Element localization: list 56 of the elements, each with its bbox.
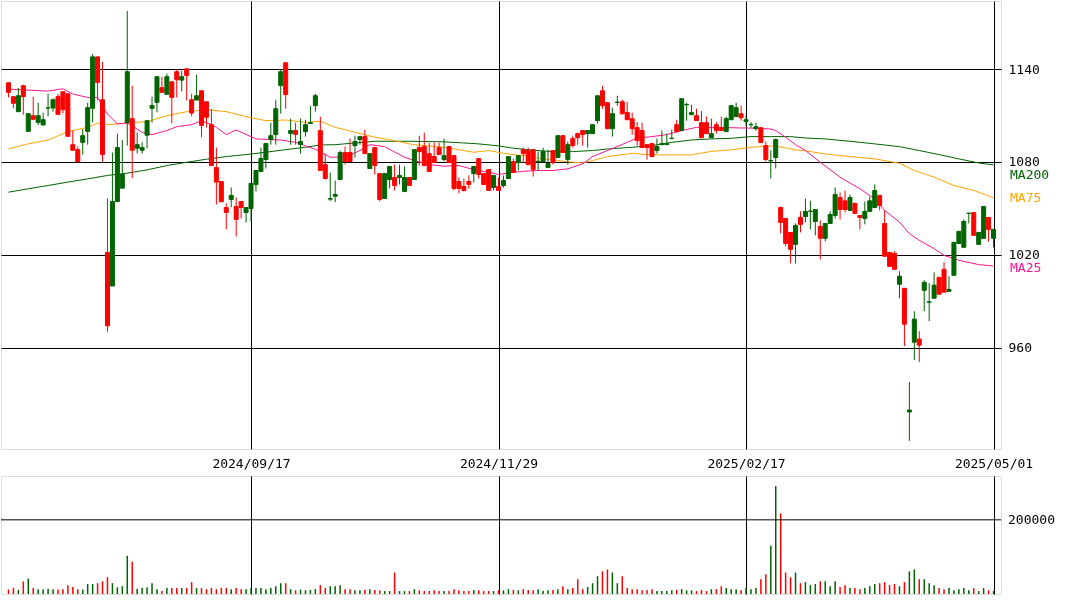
series-label: MA200 <box>1010 167 1050 182</box>
series-label: MA75 <box>1010 189 1042 205</box>
candlestick <box>15 87 21 113</box>
candlestick <box>768 150 774 180</box>
candlestick <box>194 74 200 101</box>
candlestick <box>971 211 977 236</box>
candlestick <box>738 105 744 122</box>
candlestick <box>401 165 407 193</box>
candlestick <box>20 84 26 116</box>
y-tick-label: 1140 <box>1008 61 1040 77</box>
candlestick <box>223 202 229 230</box>
candlestick <box>916 330 922 363</box>
y-tick-label: 960 <box>1008 340 1032 356</box>
candlestick <box>505 156 511 180</box>
candlestick <box>555 135 561 159</box>
candlestick <box>189 93 195 117</box>
candlestick <box>174 68 180 98</box>
candlestick <box>609 107 615 138</box>
candlestick <box>946 275 952 292</box>
candlestick <box>30 96 36 120</box>
candlestick <box>179 70 185 92</box>
y-tick-label: 1080 <box>1008 154 1040 170</box>
candlestick <box>372 147 378 176</box>
candlestick <box>921 279 927 312</box>
candlestick <box>184 68 190 101</box>
candlestick <box>164 73 170 95</box>
x-tick-label: 2024/09/17 <box>212 455 291 471</box>
candlestick <box>812 209 818 236</box>
candlestick <box>862 200 868 225</box>
candlestick <box>797 210 803 233</box>
candlestick <box>159 76 165 93</box>
candlestick <box>793 222 799 264</box>
candlestick <box>817 219 823 260</box>
candlestick <box>362 129 368 155</box>
x-tick-label: 2025/05/01 <box>954 455 1034 471</box>
candlestick <box>327 172 333 202</box>
candlestick <box>45 93 51 117</box>
candlestick <box>332 180 338 203</box>
candlestick <box>565 141 571 166</box>
candlestick <box>911 310 917 361</box>
candlestick <box>228 187 234 208</box>
candlestick <box>906 381 912 442</box>
candlestick <box>530 149 536 178</box>
candlestick <box>837 191 843 220</box>
x-tick-label: 2024/11/29 <box>459 455 539 471</box>
candlestick <box>966 211 972 224</box>
candlestick <box>293 122 299 146</box>
text: 200000 <box>1008 511 1055 527</box>
x-tick-label: 2025/02/17 <box>707 455 786 471</box>
candlestick <box>896 270 902 299</box>
candlestick <box>773 138 779 169</box>
candlestick <box>986 216 992 242</box>
candlestick <box>80 128 86 156</box>
candlestick <box>288 118 294 146</box>
candlestick <box>278 68 284 115</box>
candlestick <box>169 81 175 124</box>
